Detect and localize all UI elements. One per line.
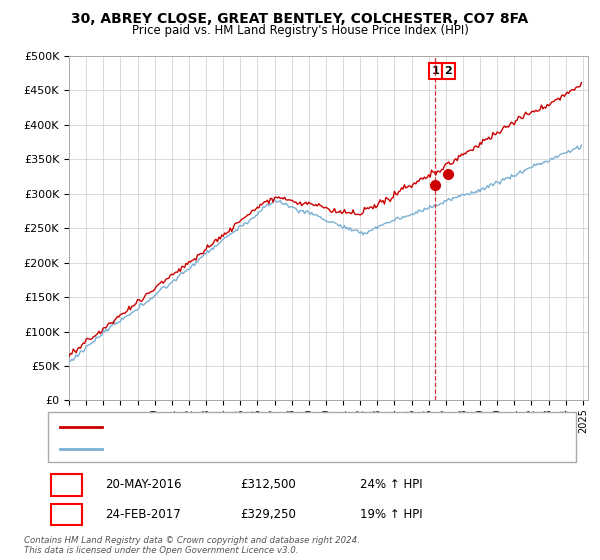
- Text: 19% ↑ HPI: 19% ↑ HPI: [360, 508, 422, 521]
- Text: £312,500: £312,500: [240, 478, 296, 492]
- Text: Price paid vs. HM Land Registry's House Price Index (HPI): Price paid vs. HM Land Registry's House …: [131, 24, 469, 36]
- Text: 2: 2: [445, 66, 452, 76]
- Text: Contains HM Land Registry data © Crown copyright and database right 2024.
This d: Contains HM Land Registry data © Crown c…: [24, 536, 360, 555]
- Text: 30, ABREY CLOSE, GREAT BENTLEY, COLCHESTER, CO7 8FA: 30, ABREY CLOSE, GREAT BENTLEY, COLCHEST…: [71, 12, 529, 26]
- Text: £329,250: £329,250: [240, 508, 296, 521]
- Text: 24-FEB-2017: 24-FEB-2017: [105, 508, 181, 521]
- Text: 1: 1: [62, 478, 71, 492]
- Text: 1: 1: [431, 66, 439, 76]
- Text: 30, ABREY CLOSE, GREAT BENTLEY, COLCHESTER, CO7 8FA (detached house): 30, ABREY CLOSE, GREAT BENTLEY, COLCHEST…: [108, 422, 511, 432]
- Text: HPI: Average price, detached house, Tendring: HPI: Average price, detached house, Tend…: [108, 445, 346, 454]
- Text: 20-MAY-2016: 20-MAY-2016: [105, 478, 182, 492]
- Text: 24% ↑ HPI: 24% ↑ HPI: [360, 478, 422, 492]
- Text: 2: 2: [62, 508, 71, 521]
